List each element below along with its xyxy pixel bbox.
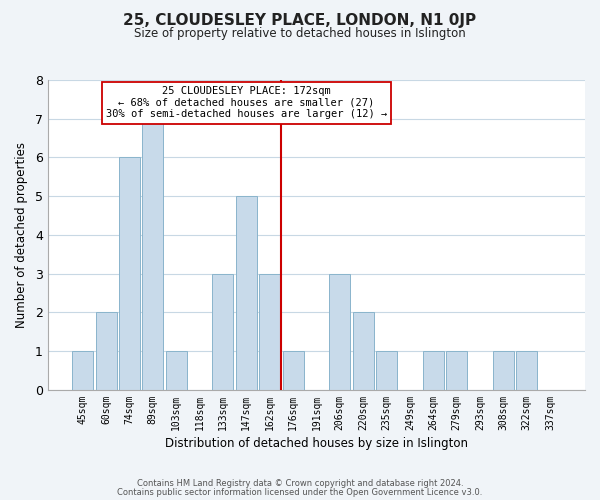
Y-axis label: Number of detached properties: Number of detached properties <box>15 142 28 328</box>
Bar <box>142 118 163 390</box>
Bar <box>516 351 537 390</box>
Text: 25 CLOUDESLEY PLACE: 172sqm
← 68% of detached houses are smaller (27)
30% of sem: 25 CLOUDESLEY PLACE: 172sqm ← 68% of det… <box>106 86 387 120</box>
Text: 25, CLOUDESLEY PLACE, LONDON, N1 0JP: 25, CLOUDESLEY PLACE, LONDON, N1 0JP <box>124 12 476 28</box>
Bar <box>72 351 93 390</box>
Bar <box>423 351 444 390</box>
Text: Size of property relative to detached houses in Islington: Size of property relative to detached ho… <box>134 28 466 40</box>
Bar <box>283 351 304 390</box>
Bar <box>329 274 350 390</box>
Bar <box>212 274 233 390</box>
Bar <box>259 274 280 390</box>
X-axis label: Distribution of detached houses by size in Islington: Distribution of detached houses by size … <box>165 437 468 450</box>
Bar <box>95 312 116 390</box>
Bar <box>353 312 374 390</box>
Bar <box>376 351 397 390</box>
Bar <box>446 351 467 390</box>
Bar <box>493 351 514 390</box>
Bar <box>236 196 257 390</box>
Bar <box>166 351 187 390</box>
Text: Contains public sector information licensed under the Open Government Licence v3: Contains public sector information licen… <box>118 488 482 497</box>
Text: Contains HM Land Registry data © Crown copyright and database right 2024.: Contains HM Land Registry data © Crown c… <box>137 478 463 488</box>
Bar <box>119 158 140 390</box>
